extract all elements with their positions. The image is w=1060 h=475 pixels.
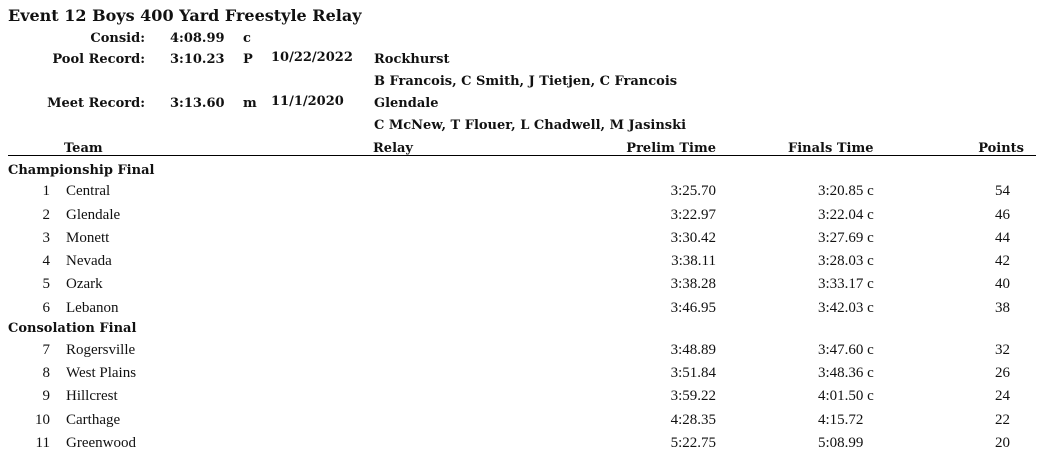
record-time: 3:13.60 <box>170 96 225 111</box>
record-label: Pool Record: <box>52 52 145 67</box>
prelim-time: 3:46.95 <box>670 300 716 316</box>
record-team: Rockhurst <box>374 52 450 67</box>
place: 6 <box>42 300 51 316</box>
finals-time: 3:48.36 c <box>818 365 874 381</box>
team-name: Hillcrest <box>66 388 118 404</box>
points: 54 <box>995 183 1010 199</box>
record-time: 4:08.99 <box>170 31 225 46</box>
finals-time: 3:27.69 c <box>818 230 874 246</box>
points: 40 <box>995 276 1010 292</box>
place: 4 <box>42 253 51 269</box>
finals-time: 3:33.17 c <box>818 276 874 292</box>
place: 3 <box>42 230 51 246</box>
prelim-time: 3:38.28 <box>670 276 716 292</box>
place: 5 <box>42 276 51 292</box>
col-header-prelim: Prelim Time <box>626 141 716 156</box>
prelim-time: 3:38.11 <box>671 253 716 269</box>
col-header-team: Team <box>64 141 103 156</box>
section-title: Championship Final <box>8 163 155 178</box>
team-name: Nevada <box>66 253 112 269</box>
finals-time: 4:15.72 <box>818 412 864 428</box>
record-swimmers: B Francois, C Smith, J Tietjen, C Franco… <box>374 74 678 89</box>
finals-time: 4:01.50 c <box>818 388 874 404</box>
points: 22 <box>995 412 1010 428</box>
place: 8 <box>42 365 51 381</box>
record-code: c <box>243 31 251 46</box>
finals-time: 3:47.60 c <box>818 342 874 358</box>
col-header-finals: Finals Time <box>788 141 874 156</box>
finals-time: 3:42.03 c <box>818 300 874 316</box>
points: 46 <box>995 207 1010 223</box>
header-divider <box>8 155 1036 156</box>
team-name: Monett <box>66 230 110 246</box>
team-name: Greenwood <box>66 435 136 451</box>
prelim-time: 3:30.42 <box>670 230 716 246</box>
points: 20 <box>995 435 1010 451</box>
record-label: Consid: <box>90 31 145 46</box>
place: 1 <box>42 183 51 199</box>
col-header-relay: Relay <box>373 141 413 156</box>
record-code: m <box>243 96 257 111</box>
place: 11 <box>35 435 50 451</box>
points: 26 <box>995 365 1010 381</box>
points: 38 <box>995 300 1010 316</box>
record-label: Meet Record: <box>47 96 145 111</box>
section-title: Consolation Final <box>8 321 137 336</box>
record-swimmers: C McNew, T Flouer, L Chadwell, M Jasinsk… <box>374 118 687 133</box>
finals-time: 3:28.03 c <box>818 253 874 269</box>
prelim-time: 3:25.70 <box>670 183 716 199</box>
place: 9 <box>42 388 51 404</box>
points: 44 <box>995 230 1010 246</box>
points: 42 <box>995 253 1010 269</box>
finals-time: 3:20.85 c <box>818 183 874 199</box>
place: 2 <box>42 207 51 223</box>
team-name: Carthage <box>66 412 121 428</box>
prelim-time: 3:48.89 <box>670 342 716 358</box>
finals-time: 3:22.04 c <box>818 207 874 223</box>
points: 32 <box>995 342 1010 358</box>
team-name: West Plains <box>66 365 137 381</box>
points: 24 <box>995 388 1010 404</box>
event-title: Event 12 Boys 400 Yard Freestyle Relay <box>8 6 362 25</box>
prelim-time: 3:51.84 <box>670 365 716 381</box>
prelim-time: 3:59.22 <box>670 388 716 404</box>
record-date: 11/1/2020 <box>271 94 344 109</box>
prelim-time: 5:22.75 <box>670 435 716 451</box>
team-name: Lebanon <box>66 300 119 316</box>
place: 10 <box>35 412 50 428</box>
place: 7 <box>42 342 51 358</box>
prelim-time: 3:22.97 <box>670 207 716 223</box>
col-header-points: Points <box>978 141 1024 156</box>
team-name: Ozark <box>66 276 103 292</box>
record-time: 3:10.23 <box>170 52 225 67</box>
prelim-time: 4:28.35 <box>670 412 716 428</box>
record-date: 10/22/2022 <box>271 50 353 65</box>
finals-time: 5:08.99 <box>818 435 864 451</box>
record-team: Glendale <box>374 96 439 111</box>
team-name: Glendale <box>66 207 121 223</box>
record-code: P <box>243 52 253 67</box>
team-name: Central <box>66 183 111 199</box>
team-name: Rogersville <box>66 342 136 358</box>
